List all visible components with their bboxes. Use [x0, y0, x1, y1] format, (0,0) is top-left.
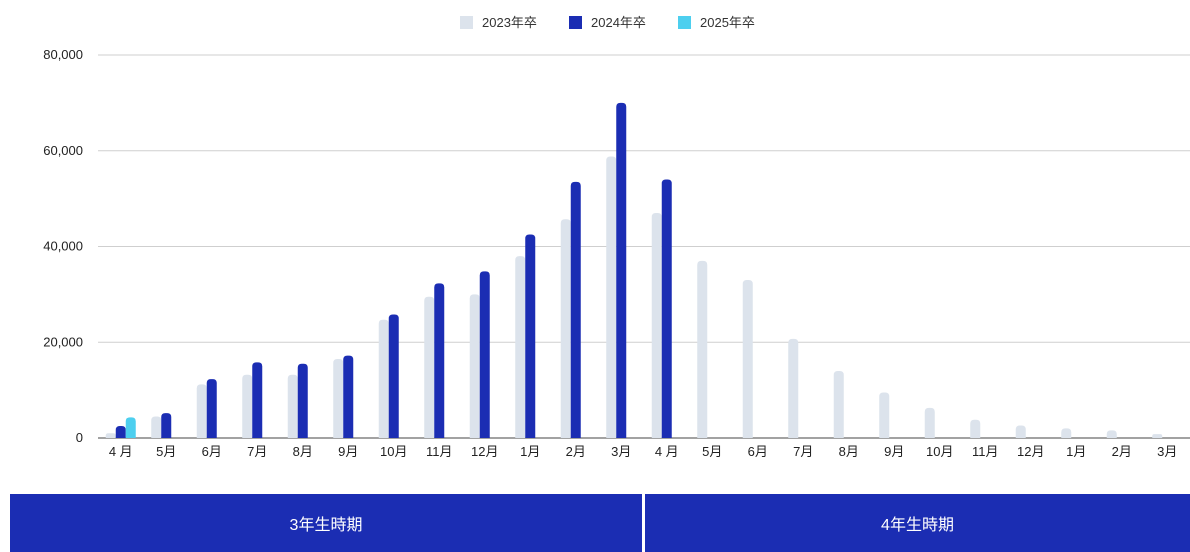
bar-1	[469, 294, 480, 438]
bar-1	[105, 433, 116, 438]
bar-2	[661, 179, 672, 438]
x-tick-label: 12月	[471, 444, 498, 459]
bar-1	[196, 384, 207, 438]
x-tick-label: 6月	[748, 444, 768, 459]
x-tick-label: 11月	[972, 444, 999, 459]
bar-2	[616, 102, 627, 438]
bar-1	[833, 370, 844, 438]
y-tick-label: 20,000	[43, 334, 83, 349]
x-tick-label: 10月	[380, 444, 407, 459]
x-tick-label: 2月	[1112, 444, 1132, 459]
bar-1	[879, 392, 890, 438]
bar-2	[206, 379, 217, 438]
bar-2	[479, 271, 490, 438]
bar-1	[606, 156, 617, 438]
x-tick-label: 9月	[884, 444, 904, 459]
x-tick-label: 1月	[1066, 444, 1086, 459]
bar-1	[242, 374, 253, 438]
bar-1	[924, 407, 935, 438]
bar-1	[287, 374, 298, 438]
bar-2	[570, 181, 581, 438]
fourth-year-period-band: 4年生時期	[645, 494, 1190, 552]
x-tick-label: 5月	[156, 444, 176, 459]
bar-1	[970, 419, 981, 438]
bar-2	[115, 426, 126, 438]
bar-1	[333, 359, 344, 438]
fourth-year-period-label: 4年生時期	[881, 517, 954, 534]
x-tick-label: 12月	[1017, 444, 1044, 459]
legend-label-2: 2024年卒	[591, 15, 646, 30]
x-tick-label: 8月	[839, 444, 859, 459]
bar-2	[434, 283, 445, 438]
x-tick-label: 2月	[566, 444, 586, 459]
x-tick-label: 11月	[426, 444, 453, 459]
bar-1	[515, 256, 526, 438]
y-tick-label: 40,000	[43, 239, 83, 254]
x-tick-label: 5月	[702, 444, 722, 459]
y-tick-label: 0	[76, 430, 83, 445]
third-year-period-label: 3年生時期	[289, 517, 363, 534]
legend-label-3: 2025年卒	[700, 15, 755, 30]
x-tick-label: 1月	[520, 444, 540, 459]
bar-2	[388, 314, 399, 438]
legend-swatch-1	[460, 16, 473, 29]
x-tick-label: 6月	[202, 444, 222, 459]
bar-1	[1061, 428, 1072, 438]
bar-2	[343, 355, 354, 438]
bar-1	[560, 219, 571, 438]
x-tick-label: 3月	[611, 444, 631, 459]
x-tick-label: 4 月	[109, 444, 133, 459]
bar-2	[252, 362, 263, 438]
legend-label-1: 2023年卒	[482, 15, 537, 30]
bar-1	[742, 280, 753, 438]
bar-1	[651, 212, 662, 438]
y-tick-label: 60,000	[43, 143, 83, 158]
bar-1	[697, 260, 708, 438]
x-tick-label: 4 月	[655, 444, 679, 459]
bar-1	[151, 416, 162, 438]
bar-1	[378, 319, 389, 438]
bar-1	[424, 296, 435, 438]
x-tick-label: 9月	[338, 444, 358, 459]
bar-3	[125, 417, 136, 438]
third-year-period-band: 3年生時期	[10, 494, 642, 552]
bar-2	[297, 363, 308, 438]
x-tick-label: 10月	[926, 444, 953, 459]
bar-2	[525, 234, 536, 438]
bar-chart: 0 20,000 40,000 60,000 80,000 4 月 5月 6月 7月 8月 9月 10…	[43, 15, 1190, 459]
bar-1	[788, 338, 799, 438]
bar-1	[1152, 434, 1163, 438]
x-tick-label: 7月	[247, 444, 267, 459]
chart-area: 0 20,000 40,000 60,000 80,000 4 月 5月 6月 7月 8月 9月 10…	[43, 15, 1190, 459]
legend-swatch-2	[569, 16, 582, 29]
bar-1	[1106, 430, 1117, 438]
y-tick-label: 80,000	[43, 47, 83, 62]
x-tick-label: 8月	[293, 444, 313, 459]
bar-2	[161, 413, 172, 438]
x-tick-label: 7月	[793, 444, 813, 459]
bar-1	[1015, 425, 1026, 438]
x-tick-label: 3月	[1157, 444, 1177, 459]
legend-swatch-3	[678, 16, 691, 29]
